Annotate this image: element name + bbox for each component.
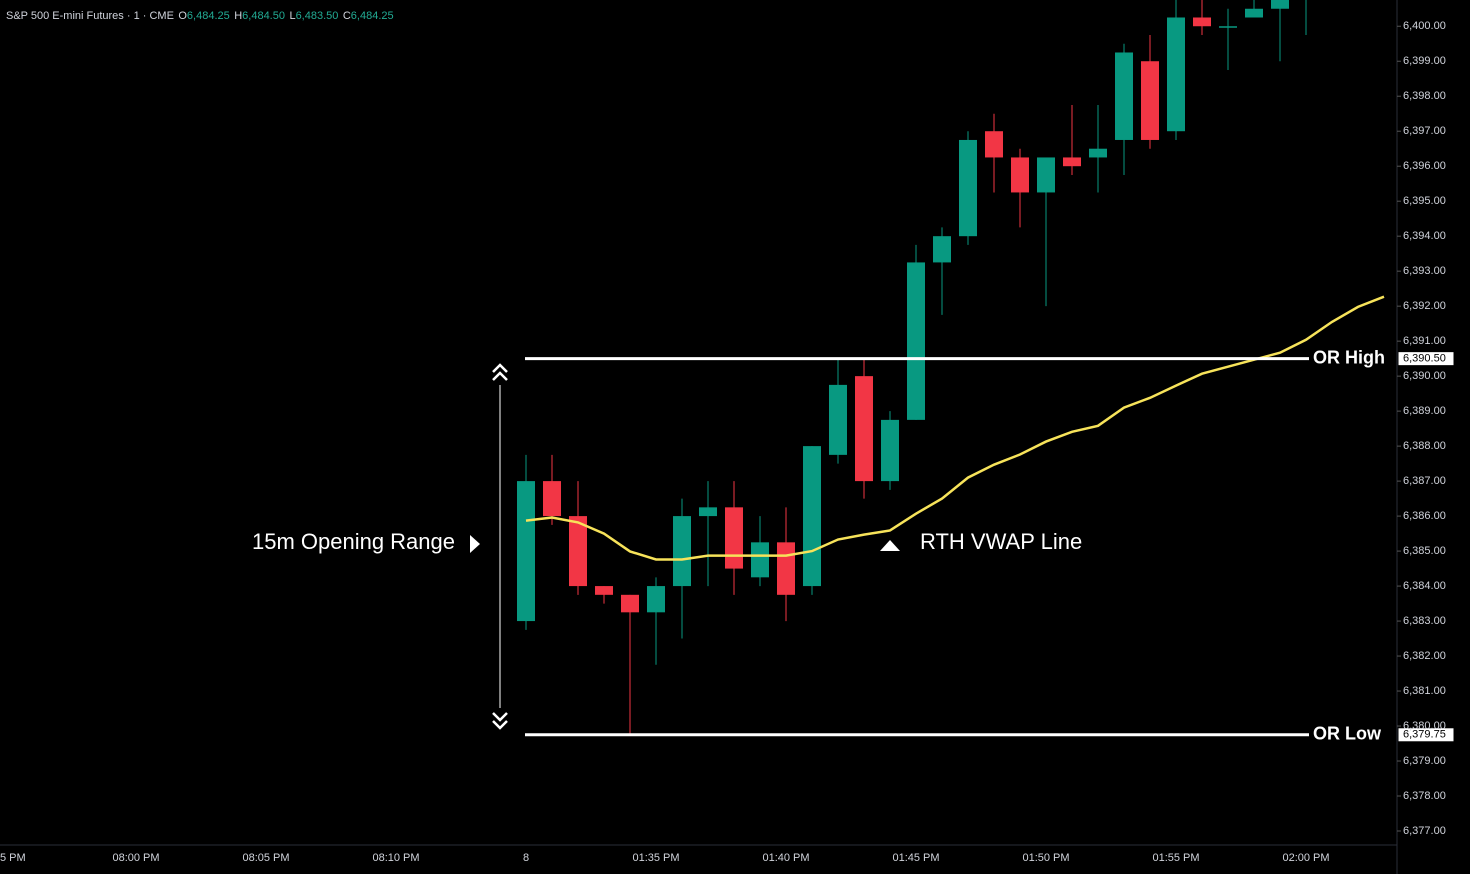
- price-label: 6,379.75: [1403, 729, 1446, 741]
- candle-body: [881, 419, 899, 482]
- y-tick-label: 6,386.00: [1403, 510, 1446, 522]
- plot-area: [517, 0, 1385, 735]
- candle-body: [1115, 52, 1133, 140]
- y-tick-label: 6,389.00: [1403, 405, 1446, 417]
- candle-body: [1063, 157, 1081, 167]
- y-tick-label: 6,392.00: [1403, 300, 1446, 312]
- y-tick-label: 6,378.00: [1403, 790, 1446, 802]
- header-part: C: [343, 10, 351, 22]
- candle-body: [933, 236, 951, 263]
- candle-body: [517, 481, 535, 622]
- x-tick-label: 8: [523, 852, 529, 864]
- y-tick-label: 6,385.00: [1403, 545, 1446, 557]
- annotation-pointer: [880, 540, 900, 551]
- candle-body: [1193, 17, 1211, 27]
- candle-body: [985, 131, 1003, 158]
- header-part: 6,484.25: [351, 10, 394, 22]
- candle-body: [1037, 157, 1055, 193]
- y-tick-label: 6,400.00: [1403, 20, 1446, 32]
- x-tick-label: 08:10 PM: [372, 852, 419, 864]
- candle-body: [1141, 61, 1159, 140]
- candle-body: [959, 139, 977, 237]
- level-name: OR Low: [1313, 724, 1382, 744]
- header-part: 6,484.50: [242, 10, 285, 22]
- y-tick-label: 6,391.00: [1403, 335, 1446, 347]
- x-tick-label: 08:05 PM: [242, 852, 289, 864]
- y-tick-label: 6,395.00: [1403, 195, 1446, 207]
- y-tick-label: 6,388.00: [1403, 440, 1446, 452]
- x-tick-label: 01:45 PM: [892, 852, 939, 864]
- header-part: S&P 500 E-mini Futures · 1 · CME: [6, 10, 174, 22]
- candle-body: [647, 586, 665, 613]
- candle-body: [621, 594, 639, 613]
- y-tick-label: 6,399.00: [1403, 55, 1446, 67]
- y-tick-label: 6,377.00: [1403, 825, 1446, 837]
- candle-body: [907, 262, 925, 420]
- vwap-label: RTH VWAP Line: [920, 529, 1082, 554]
- header-part: H: [234, 10, 242, 22]
- price-box: [1397, 727, 1455, 743]
- x-tick-label: 02:00 PM: [1282, 852, 1329, 864]
- range-arrow: [492, 363, 508, 730]
- y-tick-label: 6,381.00: [1403, 685, 1446, 697]
- candle-body: [1219, 26, 1237, 28]
- annotation-pointer: [470, 535, 480, 553]
- candle-body: [1271, 0, 1289, 9]
- candle-body: [673, 516, 691, 587]
- y-tick-label: 6,393.00: [1403, 265, 1446, 277]
- price-label: 6,390.50: [1403, 353, 1446, 365]
- candle-body: [855, 376, 873, 482]
- candle-body: [829, 384, 847, 455]
- y-tick-label: 6,379.00: [1403, 755, 1446, 767]
- header-part: 6,484.25: [187, 10, 230, 22]
- candle-body: [725, 507, 743, 569]
- y-tick-label: 6,380.00: [1403, 720, 1446, 732]
- y-tick-label: 6,397.00: [1403, 125, 1446, 137]
- candle-body: [1011, 157, 1029, 193]
- y-tick-label: 6,398.00: [1403, 90, 1446, 102]
- candle-body: [569, 516, 587, 587]
- header: S&P 500 E-mini Futures · 1 · CME O6,484.…: [6, 7, 394, 24]
- x-tick-label: 01:55 PM: [1152, 852, 1199, 864]
- y-tick-label: 6,390.00: [1403, 370, 1446, 382]
- y-tick-label: 6,383.00: [1403, 615, 1446, 627]
- candle-body: [1245, 8, 1263, 18]
- candle-body: [595, 586, 613, 595]
- candle-body: [1089, 148, 1107, 158]
- y-tick-label: 6,394.00: [1403, 230, 1446, 242]
- price-box: [1397, 351, 1455, 367]
- header-part: O: [178, 10, 187, 22]
- x-tick-label: 08:00 PM: [112, 852, 159, 864]
- level-name: OR High: [1313, 347, 1385, 367]
- y-tick-label: 6,387.00: [1403, 475, 1446, 487]
- x-tick-label: 01:35 PM: [632, 852, 679, 864]
- candle-body: [803, 446, 821, 587]
- candle-body: [543, 481, 561, 517]
- annotation: 15m Opening Range: [252, 529, 455, 554]
- y-tick-label: 6,382.00: [1403, 650, 1446, 662]
- header-part: 6,483.50: [296, 10, 339, 22]
- header-part: L: [289, 10, 295, 22]
- x-tick-label: 01:50 PM: [1022, 852, 1069, 864]
- x-tick-label: 01:40 PM: [762, 852, 809, 864]
- vwap-line: [525, 295, 1385, 561]
- candle-body: [751, 542, 769, 578]
- candle-body: [1167, 17, 1185, 132]
- x-tick-label: 5 PM: [0, 852, 26, 864]
- y-tick-label: 6,384.00: [1403, 580, 1446, 592]
- candle-body: [699, 507, 717, 517]
- overlay: OR High 6,390.50 OR Low 6,379.75: [525, 347, 1455, 744]
- candle-body: [777, 542, 795, 595]
- y-tick-label: 6,396.00: [1403, 160, 1446, 172]
